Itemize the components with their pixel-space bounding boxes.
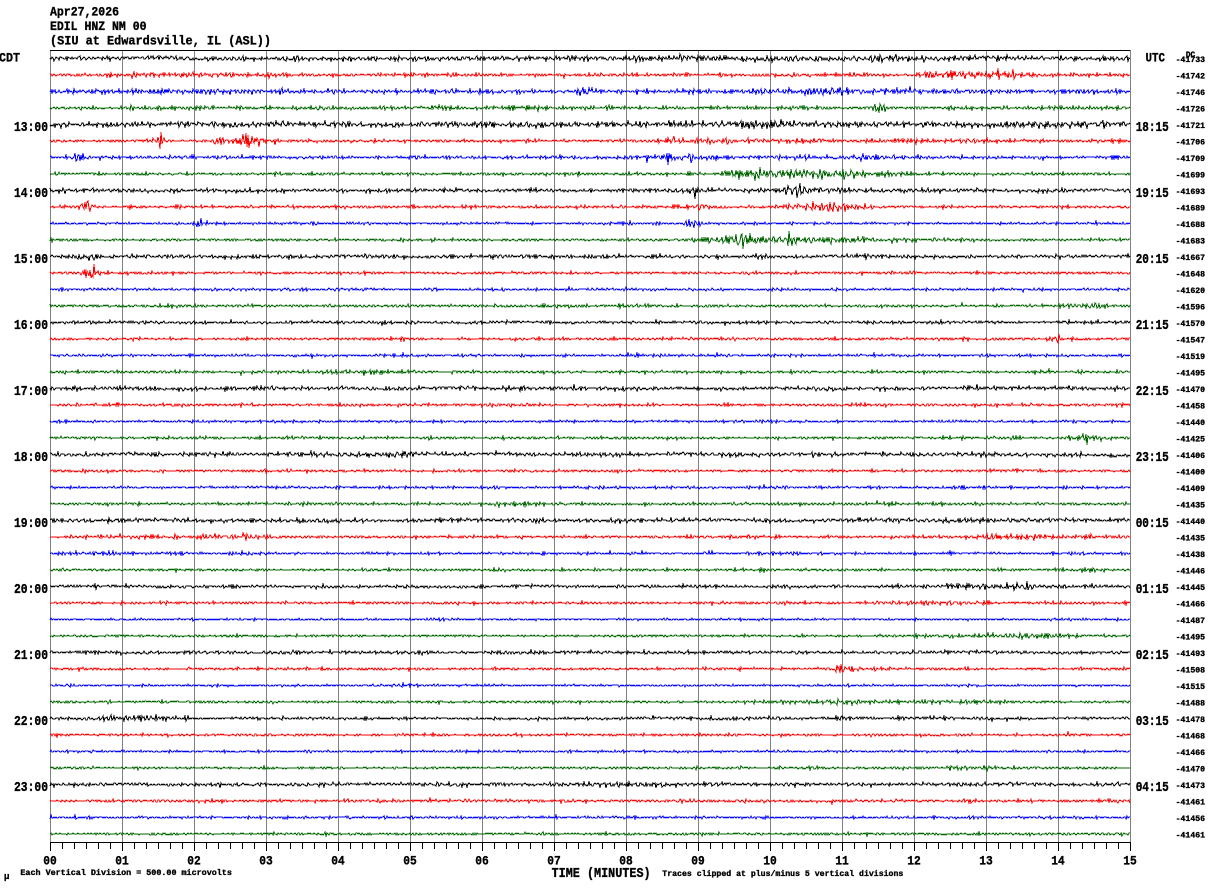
svg-text:-41435: -41435	[1176, 501, 1206, 511]
svg-text:-41473: -41473	[1176, 781, 1206, 791]
svg-text:08: 08	[619, 853, 633, 868]
svg-text:19:00: 19:00	[14, 517, 48, 532]
svg-text:01:15: 01:15	[1136, 583, 1169, 598]
svg-text:-41445: -41445	[1176, 583, 1206, 593]
svg-text:04: 04	[331, 853, 345, 868]
svg-text:-41495: -41495	[1176, 633, 1206, 643]
svg-text:13:00: 13:00	[14, 121, 48, 136]
svg-text:20:00: 20:00	[14, 583, 48, 598]
svg-text:-41519: -41519	[1176, 352, 1206, 362]
svg-text:-41488: -41488	[1176, 699, 1206, 709]
svg-text:15:00: 15:00	[14, 253, 48, 268]
svg-text:-41699: -41699	[1176, 171, 1206, 181]
svg-text:(SIU at Edwardsville, IL (ASL: (SIU at Edwardsville, IL (ASL))	[50, 34, 271, 48]
svg-text:-41470: -41470	[1176, 765, 1206, 775]
svg-text:11: 11	[835, 853, 849, 868]
svg-text:Traces clipped at plus/minus 5: Traces clipped at plus/minus 5 vertical …	[662, 869, 903, 879]
svg-text:10: 10	[763, 853, 777, 868]
svg-text:-41620: -41620	[1176, 286, 1206, 296]
svg-text:00: 00	[43, 853, 57, 868]
svg-text:16:00: 16:00	[14, 319, 48, 334]
svg-text:-41461: -41461	[1176, 831, 1206, 841]
svg-text:06: 06	[475, 853, 489, 868]
svg-text:22:15: 22:15	[1136, 385, 1169, 400]
svg-text:23:00: 23:00	[14, 781, 48, 796]
svg-text:-41493: -41493	[1176, 649, 1206, 659]
svg-text:-41667: -41667	[1176, 253, 1206, 263]
svg-text:-41406: -41406	[1176, 451, 1206, 461]
svg-text:18:15: 18:15	[1136, 121, 1169, 136]
svg-text:12: 12	[907, 853, 921, 868]
svg-text:UTC: UTC	[1146, 50, 1166, 65]
svg-text:-41456: -41456	[1176, 814, 1206, 824]
svg-text:DC: DC	[1186, 51, 1195, 60]
svg-text:22:00: 22:00	[14, 715, 48, 730]
svg-text:μ: μ	[4, 872, 9, 882]
svg-text:-41425: -41425	[1176, 435, 1206, 445]
svg-text:03:15: 03:15	[1136, 715, 1169, 730]
svg-text:07: 07	[547, 853, 561, 868]
svg-text:-41508: -41508	[1176, 666, 1206, 676]
svg-text:-41547: -41547	[1176, 336, 1206, 346]
svg-text:15: 15	[1123, 853, 1137, 868]
svg-text:-41466: -41466	[1176, 600, 1206, 610]
svg-text:09: 09	[691, 853, 705, 868]
svg-text:-41468: -41468	[1176, 732, 1206, 742]
svg-text:-41596: -41596	[1176, 303, 1206, 313]
svg-text:05: 05	[403, 853, 417, 868]
svg-text:-41458: -41458	[1176, 402, 1206, 412]
svg-text:21:15: 21:15	[1136, 319, 1169, 334]
svg-text:Each Vertical Division = 500.: Each Vertical Division = 500.00 microvol…	[20, 868, 232, 878]
svg-text:-41688: -41688	[1176, 220, 1206, 230]
svg-text:-41746: -41746	[1176, 88, 1206, 98]
svg-text:19:15: 19:15	[1136, 187, 1169, 202]
svg-text:TIME (MINUTES): TIME (MINUTES)	[552, 866, 651, 882]
svg-text:03: 03	[259, 853, 273, 868]
svg-text:Apr27,2026: Apr27,2026	[50, 5, 119, 19]
svg-text:23:15: 23:15	[1136, 451, 1169, 466]
svg-text:-41446: -41446	[1176, 567, 1206, 577]
svg-text:-41435: -41435	[1176, 534, 1206, 544]
svg-text:-41409: -41409	[1176, 484, 1206, 494]
svg-text:-41461: -41461	[1176, 798, 1206, 808]
svg-text:-41733: -41733	[1176, 55, 1206, 65]
svg-text:-41400: -41400	[1176, 468, 1206, 478]
svg-text:21:00: 21:00	[14, 649, 48, 664]
svg-text:-41470: -41470	[1176, 385, 1206, 395]
svg-text:02: 02	[187, 853, 201, 868]
svg-text:00:15: 00:15	[1136, 517, 1169, 532]
svg-text:14: 14	[1051, 853, 1065, 868]
svg-text:-41683: -41683	[1176, 237, 1206, 247]
svg-text:01: 01	[115, 853, 129, 868]
svg-text:-41693: -41693	[1176, 187, 1206, 197]
svg-text:-41438: -41438	[1176, 550, 1206, 560]
svg-text:18:00: 18:00	[14, 451, 48, 466]
svg-text:-41689: -41689	[1176, 204, 1206, 214]
svg-text:-41478: -41478	[1176, 715, 1206, 725]
svg-text:-41648: -41648	[1176, 270, 1206, 280]
svg-text:02:15: 02:15	[1136, 649, 1169, 664]
svg-text:-41515: -41515	[1176, 682, 1206, 692]
svg-text:-41570: -41570	[1176, 319, 1206, 329]
svg-text:-41440: -41440	[1176, 517, 1206, 527]
svg-text:-41709: -41709	[1176, 154, 1206, 164]
svg-text:-41466: -41466	[1176, 748, 1206, 758]
svg-text:-41742: -41742	[1176, 72, 1206, 82]
svg-text:17:00: 17:00	[14, 385, 48, 400]
svg-text:-41495: -41495	[1176, 369, 1206, 379]
svg-text:-41706: -41706	[1176, 138, 1206, 148]
svg-text:EDIL HNZ NM 00: EDIL HNZ NM 00	[50, 20, 147, 34]
svg-text:-41726: -41726	[1176, 105, 1206, 115]
svg-text:04:15: 04:15	[1136, 781, 1169, 796]
svg-text:13: 13	[979, 853, 993, 868]
svg-text:20:15: 20:15	[1136, 253, 1169, 268]
svg-text:-41487: -41487	[1176, 616, 1206, 626]
svg-text:14:00: 14:00	[14, 187, 48, 202]
svg-text:-41440: -41440	[1176, 418, 1206, 428]
svg-text:CDT: CDT	[0, 50, 20, 65]
svg-text:-41721: -41721	[1176, 121, 1206, 131]
